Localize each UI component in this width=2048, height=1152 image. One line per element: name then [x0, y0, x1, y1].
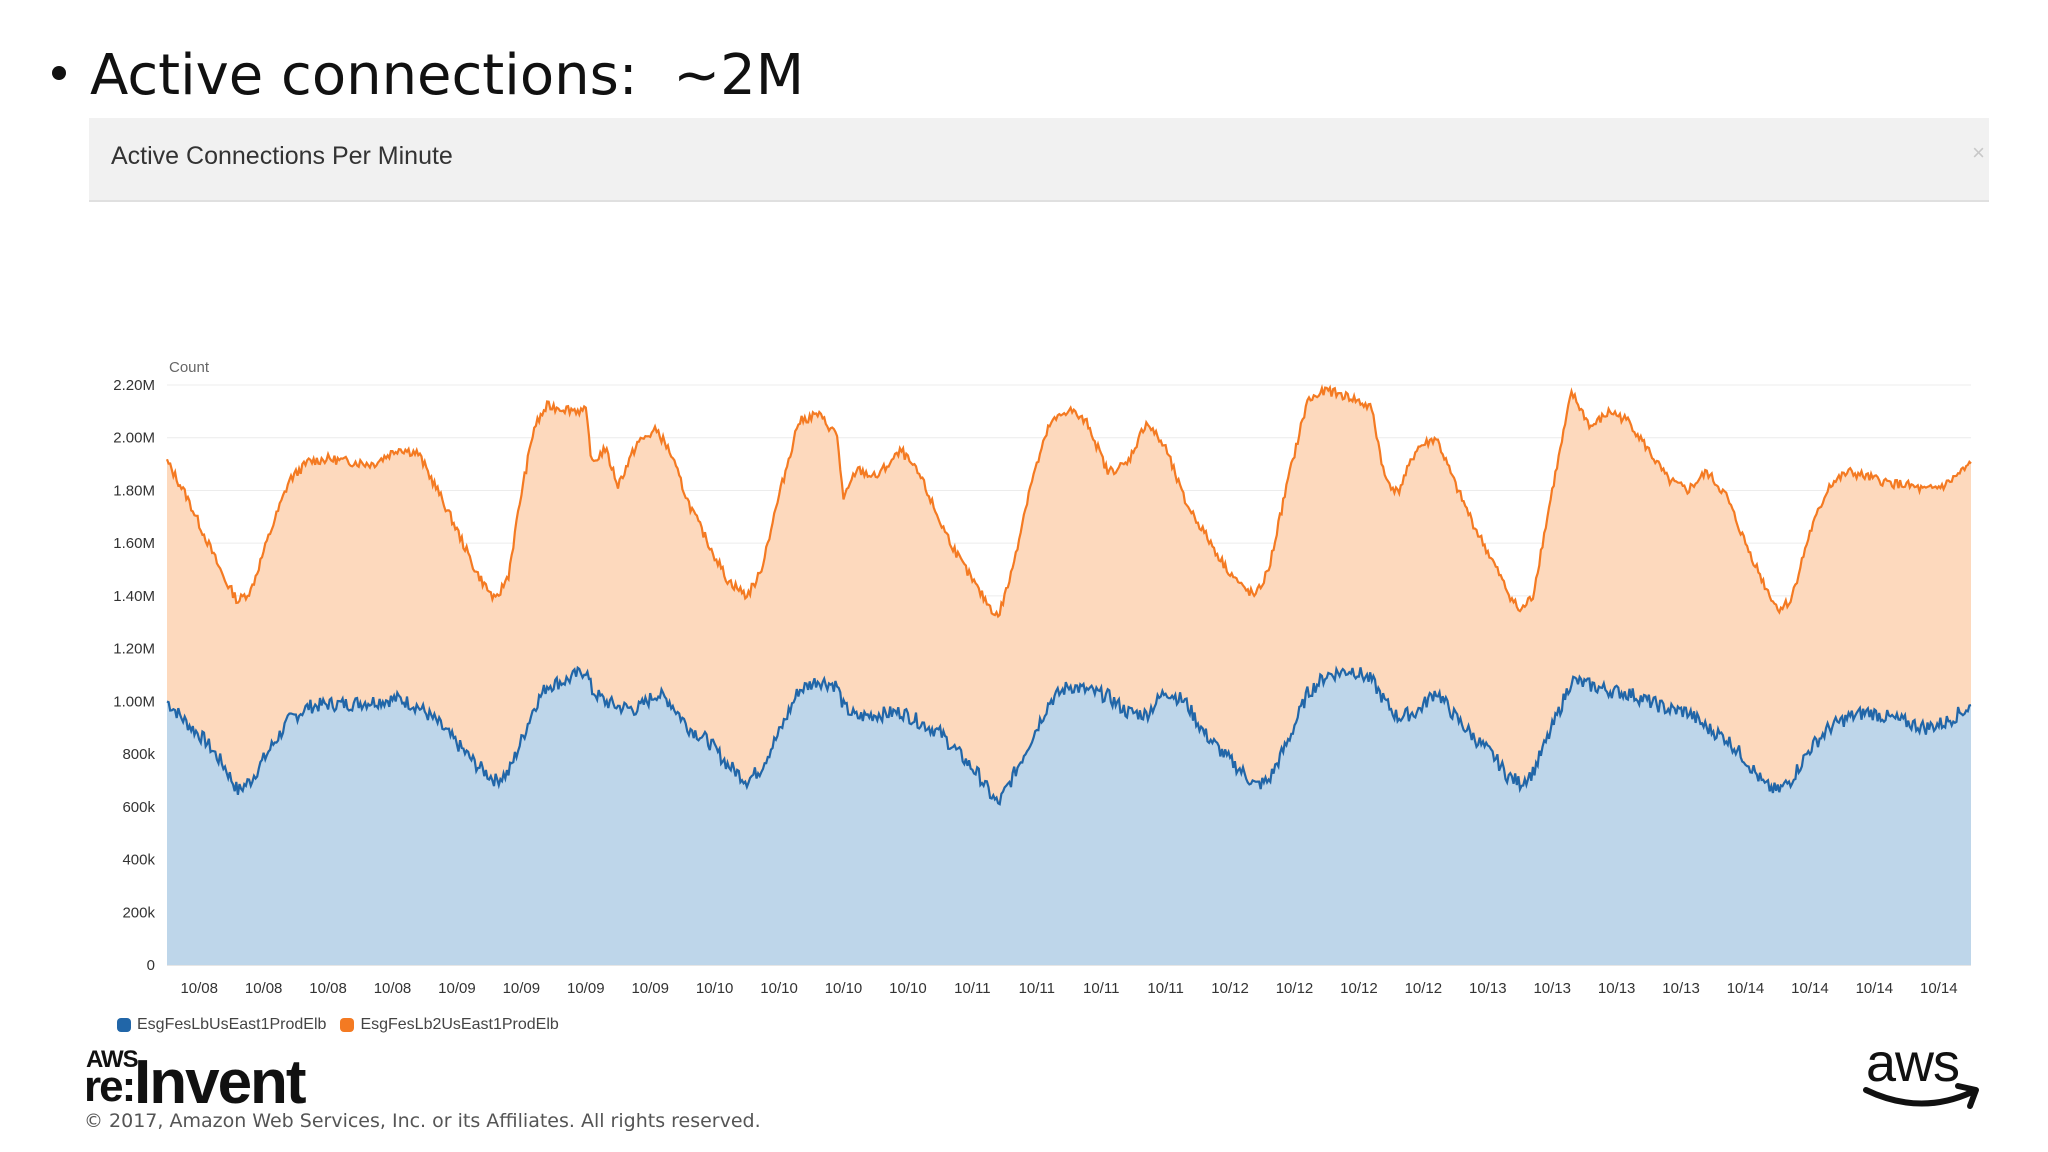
aws-smile-icon: [1863, 1083, 1979, 1109]
panel-header: Active Connections Per Minute ×: [89, 118, 1989, 202]
reinvent-logo-re: re:: [84, 1062, 136, 1111]
x-tick-label: 10/08: [309, 980, 347, 997]
bullet-dot-icon: [52, 65, 66, 80]
aws-logo-text: aws: [1866, 1033, 1960, 1093]
bullet-point: Active connections: ~2M: [52, 48, 804, 104]
y-tick-label: 2.20M: [113, 377, 155, 394]
x-tick-label: 10/14: [1791, 980, 1829, 997]
x-tick-label: 10/09: [631, 980, 669, 997]
series-area-esgfeslbuseast1prodelb: [167, 667, 1971, 965]
y-tick-label: 1.80M: [113, 482, 155, 499]
x-axis-ticks: 10/08 10/08 10/08 10/08 10/09 10/09 10/09 10/09…: [180, 980, 1957, 997]
bullet-text: Active connections: ~2M: [90, 43, 805, 108]
series-line-esgfeslb2useast1prodelb: [165, 384, 1972, 619]
x-tick-label: 10/10: [825, 980, 863, 997]
y-tick-label: 400k: [122, 852, 155, 869]
x-tick-label: 10/08: [245, 980, 283, 997]
y-tick-label: 1.60M: [113, 535, 155, 552]
legend-item-esgfeslb2useast1prodelb[interactable]: EsgFesLb2UsEast1ProdElb: [340, 1016, 559, 1034]
x-tick-label: 10/13: [1598, 980, 1636, 997]
y-tick-label: 1.40M: [113, 588, 155, 605]
legend-item-esgfeslbuseast1prodelb[interactable]: EsgFesLbUsEast1ProdElb: [117, 1016, 326, 1034]
x-tick-label: 10/10: [696, 980, 734, 997]
x-tick-label: 10/12: [1405, 980, 1443, 997]
x-tick-label: 10/12: [1276, 980, 1314, 997]
y-tick-label: 2.00M: [113, 430, 155, 447]
close-icon[interactable]: ×: [1972, 140, 1985, 165]
active-connections-chart: Count 0 200k 400k 600k 800k 1.00M 1.20M 1.40M 1.…: [113, 359, 1972, 997]
x-tick-label: 10/10: [889, 980, 927, 997]
x-tick-label: 10/14: [1920, 980, 1958, 997]
x-tick-label: 10/09: [567, 980, 605, 997]
x-tick-label: 10/14: [1856, 980, 1894, 997]
x-tick-label: 10/11: [1083, 980, 1119, 997]
x-tick-label: 10/11: [1019, 980, 1055, 997]
x-tick-label: 10/08: [374, 980, 412, 997]
x-tick-label: 10/13: [1662, 980, 1700, 997]
y-tick-label: 800k: [122, 746, 155, 763]
x-tick-label: 10/13: [1533, 980, 1571, 997]
aws-logo: aws: [1860, 1033, 1990, 1116]
legend: EsgFesLbUsEast1ProdElb EsgFesLb2UsEast1P…: [117, 1016, 573, 1034]
x-tick-label: 10/10: [760, 980, 798, 997]
chart-panel: Active Connections Per Minute × Count 0 2…: [89, 118, 1989, 1040]
x-tick-label: 10/12: [1211, 980, 1249, 997]
legend-label: EsgFesLb2UsEast1ProdElb: [360, 1016, 559, 1033]
x-tick-label: 10/11: [954, 980, 990, 997]
legend-swatch-icon: [340, 1018, 355, 1032]
x-tick-label: 10/13: [1469, 980, 1507, 997]
series-line-esgfeslbuseast1prodelb: [166, 665, 1972, 806]
y-tick-label: 1.00M: [113, 693, 155, 710]
x-tick-label: 10/12: [1340, 980, 1378, 997]
y-axis-label: Count: [169, 359, 210, 376]
y-axis-ticks: 0 200k 400k 600k 800k 1.00M 1.20M 1.40M 1.60M 1.8…: [113, 377, 155, 974]
copyright-notice: © 2017, Amazon Web Services, Inc. or its…: [84, 1110, 761, 1132]
y-tick-label: 600k: [122, 799, 155, 816]
y-tick-label: 0: [147, 957, 155, 974]
y-tick-label: 200k: [122, 904, 155, 921]
reinvent-logo: AWS re: Invent: [84, 1046, 344, 1114]
y-tick-label: 1.20M: [113, 641, 155, 658]
panel-title: Active Connections Per Minute: [111, 142, 453, 170]
x-tick-label: 10/09: [503, 980, 541, 997]
x-tick-label: 10/14: [1727, 980, 1765, 997]
x-tick-label: 10/09: [438, 980, 476, 997]
x-tick-label: 10/11: [1147, 980, 1183, 997]
reinvent-logo-invent: Invent: [134, 1048, 307, 1117]
legend-swatch-icon: [117, 1018, 131, 1032]
x-tick-label: 10/08: [180, 980, 218, 997]
legend-label: EsgFesLbUsEast1ProdElb: [137, 1016, 327, 1033]
reinvent-logo-aws: AWS: [86, 1046, 139, 1073]
